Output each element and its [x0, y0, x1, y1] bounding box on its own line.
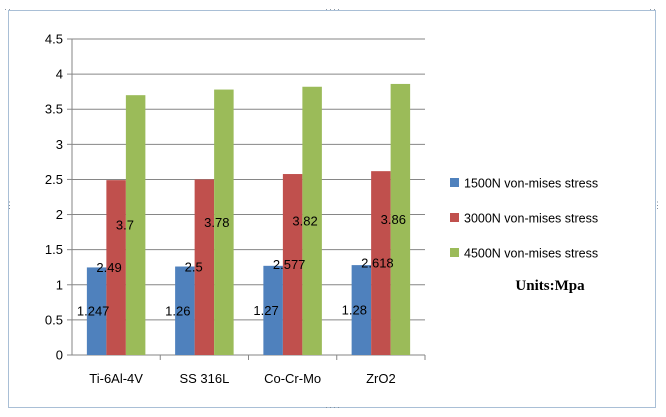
y-tick-label: 4 [56, 67, 63, 82]
bar-2[interactable] [282, 174, 303, 355]
resize-handle-top-icon[interactable]: ···· [325, 4, 341, 14]
data-label: 3.7 [116, 218, 134, 233]
data-label: 3.78 [204, 215, 229, 230]
data-label: 2.49 [96, 260, 121, 275]
y-tick-label: 0 [56, 348, 63, 363]
legend-label: 4500N von-mises stress [464, 247, 598, 261]
data-label: 1.28 [342, 303, 367, 318]
x-tick-label: Co-Cr-Mo [264, 371, 321, 386]
x-tick-label: ZrO2 [366, 371, 396, 386]
data-label: 2.5 [185, 260, 203, 275]
resize-handle-left-icon[interactable]: ⋮ [5, 200, 15, 210]
resize-handle-bottom-icon[interactable]: ···· [325, 402, 341, 412]
data-label: 1.27 [253, 303, 278, 318]
bar-2[interactable] [194, 179, 215, 355]
legend-swatch [450, 178, 459, 187]
y-tick-label: 4.5 [45, 32, 63, 47]
resize-handle-topright-icon[interactable]: ·· [649, 4, 657, 14]
y-tick-label: 3 [56, 137, 63, 152]
bar-3[interactable] [125, 95, 146, 355]
data-label: 2.577 [273, 257, 306, 272]
bar-3[interactable] [214, 89, 234, 355]
bar-1[interactable] [175, 266, 195, 355]
bar-1[interactable] [263, 265, 283, 355]
y-tick-label: 1.5 [45, 242, 63, 257]
bar-1[interactable] [351, 265, 372, 355]
data-label: 2.618 [361, 256, 394, 271]
legend-label: 1500N von-mises stress [464, 177, 598, 191]
data-label: 1.26 [165, 303, 190, 318]
data-label: 3.82 [292, 213, 317, 228]
legend-swatch [450, 213, 459, 222]
chart-area[interactable]: ···· ⋮ ⋮ ···· ·· ·· 0 0.5 1 1.5 2 2.5 3 3.5 4 4.5… [4, 5, 662, 412]
x-tick-label: Ti-6Al-4V [89, 371, 143, 386]
x-tick-label: SS 316L [179, 371, 229, 386]
y-tick-label: 0.5 [45, 312, 63, 327]
bar-chart: 0 0.5 1 1.5 2 2.5 3 3.5 4 4.5 Ti-6Al-4V 1.247 2.49 3.… [45, 32, 598, 387]
data-label: 3.86 [381, 212, 406, 227]
y-tick-label: 3.5 [45, 102, 63, 117]
y-tick-label: 2.5 [45, 172, 63, 187]
resize-handle-right-icon[interactable]: ⋮ [653, 200, 663, 210]
legend-label: 3000N von-mises stress [464, 212, 598, 226]
bar-3[interactable] [302, 86, 322, 356]
bar-1[interactable] [86, 267, 107, 355]
bar-2[interactable] [371, 171, 391, 355]
data-label: 1.247 [77, 304, 110, 319]
y-tick-label: 1 [56, 277, 63, 292]
resize-handle-topleft-icon[interactable]: ·· [4, 4, 12, 14]
legend-swatch [450, 248, 459, 257]
bar-2[interactable] [106, 180, 126, 355]
bar-3[interactable] [390, 83, 411, 355]
y-tick-label: 2 [56, 207, 63, 222]
units-annotation: Units:Mpa [515, 278, 585, 294]
